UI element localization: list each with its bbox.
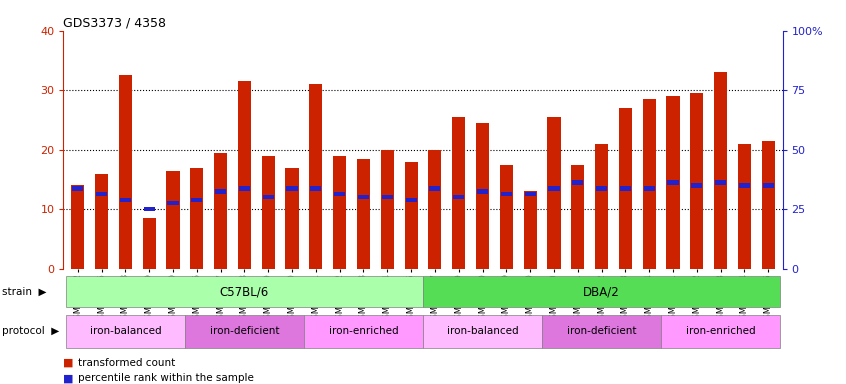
Bar [500, 165, 513, 269]
Bar [71, 185, 85, 269]
Bar [382, 195, 393, 199]
Bar [167, 170, 179, 269]
Bar [381, 150, 394, 269]
Bar [618, 108, 632, 269]
Text: iron-enriched: iron-enriched [328, 326, 398, 336]
Bar [643, 99, 656, 269]
Bar [96, 192, 107, 197]
Text: iron-deficient: iron-deficient [210, 326, 279, 336]
Bar [405, 198, 417, 202]
Bar [304, 315, 423, 348]
Bar [404, 162, 418, 269]
Bar [95, 174, 108, 269]
Bar [238, 81, 251, 269]
Bar [144, 207, 155, 211]
Bar [571, 165, 585, 269]
Bar [525, 192, 536, 197]
Bar [761, 141, 775, 269]
Bar [596, 186, 607, 190]
Text: iron-balanced: iron-balanced [90, 326, 162, 336]
Bar [239, 186, 250, 190]
Bar [548, 186, 559, 190]
Text: iron-balanced: iron-balanced [447, 326, 519, 336]
Bar [691, 184, 702, 187]
Bar [423, 276, 780, 307]
Bar [334, 192, 345, 197]
Bar [661, 315, 780, 348]
Bar [358, 195, 369, 199]
Bar [310, 186, 321, 190]
Bar [214, 153, 228, 269]
Text: ■: ■ [63, 358, 74, 368]
Bar [690, 93, 703, 269]
Bar [524, 191, 536, 269]
Bar [168, 201, 179, 205]
Bar [644, 186, 655, 190]
Text: strain  ▶: strain ▶ [2, 287, 47, 297]
Text: percentile rank within the sample: percentile rank within the sample [78, 373, 254, 383]
Bar [501, 192, 512, 197]
Bar [453, 195, 464, 199]
Bar [715, 180, 726, 185]
Bar [620, 186, 631, 190]
Bar [572, 180, 584, 185]
Bar [310, 84, 322, 269]
Bar [190, 167, 203, 269]
Bar [66, 276, 423, 307]
Text: protocol  ▶: protocol ▶ [2, 326, 59, 336]
Bar [476, 123, 489, 269]
Bar [423, 315, 542, 348]
Bar [667, 180, 678, 185]
Bar [185, 315, 304, 348]
Bar [215, 189, 226, 194]
Bar [287, 186, 298, 190]
Bar [333, 156, 346, 269]
Text: DBA/2: DBA/2 [583, 285, 620, 298]
Bar [191, 198, 202, 202]
Bar [667, 96, 679, 269]
Bar [428, 150, 442, 269]
Bar [72, 186, 83, 190]
Bar [118, 75, 132, 269]
Bar [547, 117, 561, 269]
Text: GDS3373 / 4358: GDS3373 / 4358 [63, 17, 167, 30]
Text: C57BL/6: C57BL/6 [220, 285, 269, 298]
Bar [66, 315, 185, 348]
Text: iron-enriched: iron-enriched [686, 326, 755, 336]
Bar [261, 156, 275, 269]
Text: transformed count: transformed count [78, 358, 175, 368]
Bar [120, 198, 131, 202]
Bar [477, 189, 488, 194]
Bar [285, 167, 299, 269]
Bar [429, 186, 441, 190]
Bar [595, 144, 608, 269]
Bar [763, 184, 774, 187]
Bar [739, 184, 750, 187]
Text: ■: ■ [63, 373, 74, 383]
Bar [262, 195, 274, 199]
Bar [542, 315, 661, 348]
Bar [714, 72, 728, 269]
Bar [143, 218, 156, 269]
Bar [357, 159, 370, 269]
Text: iron-deficient: iron-deficient [567, 326, 636, 336]
Bar [738, 144, 751, 269]
Bar [452, 117, 465, 269]
